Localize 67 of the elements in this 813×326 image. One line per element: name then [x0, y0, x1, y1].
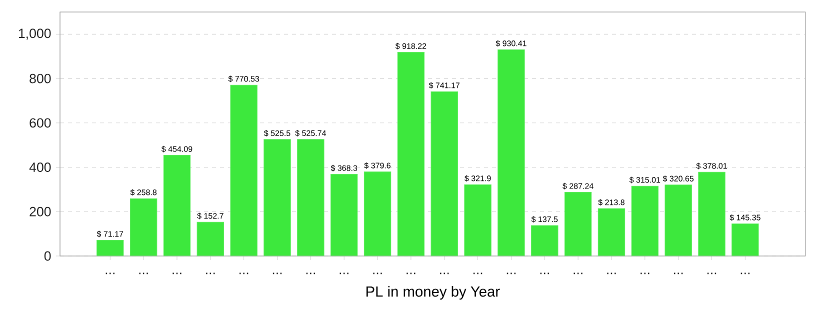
bar: [430, 91, 458, 256]
data-label: $ 321.9: [464, 175, 491, 182]
x-tick-label: ...: [707, 272, 716, 274]
x-axis-title: PL in money by Year: [366, 286, 500, 300]
x-tick-label: ...: [740, 272, 750, 274]
x-tick-label: ...: [540, 272, 549, 274]
bar: [397, 52, 425, 256]
x-tick-label: ...: [674, 272, 683, 274]
x-tick-label: ...: [239, 272, 248, 274]
y-tick-label: 1,000: [18, 28, 51, 40]
data-label: $ 378.01: [696, 162, 727, 170]
bar: [698, 172, 726, 256]
bar: [364, 172, 392, 256]
bar: [464, 184, 492, 256]
data-label: $ 320.65: [662, 175, 694, 182]
bar: [598, 208, 626, 256]
data-label: $ 930.41: [496, 40, 526, 47]
x-tick-label: ...: [106, 272, 114, 274]
bar: [631, 186, 659, 256]
bar: [531, 225, 558, 256]
data-label: $ 213.8: [598, 199, 624, 206]
data-label: $ 258.8: [130, 189, 157, 196]
data-label: $ 770.53: [228, 76, 260, 82]
data-label: $ 137.5: [531, 216, 558, 223]
data-label: $ 145.35: [730, 214, 760, 221]
x-tick-label: ...: [506, 272, 516, 274]
x-tick-label: ...: [172, 272, 182, 274]
bar: [664, 184, 692, 256]
y-tick-label: 200: [30, 206, 51, 216]
y-tick-label: 800: [30, 74, 51, 84]
bar: [564, 192, 592, 256]
x-tick-label: ...: [306, 272, 316, 274]
bar: [196, 222, 224, 256]
bar: [163, 155, 191, 256]
x-tick-label: ...: [406, 272, 416, 274]
data-label: $ 368.3: [330, 164, 358, 172]
data-label: $ 454.09: [162, 146, 192, 152]
data-label: $ 525.5: [264, 130, 290, 137]
x-tick-label: ...: [139, 272, 148, 274]
bar: [130, 198, 158, 256]
data-label: $ 741.17: [428, 82, 460, 89]
data-label: $ 315.01: [629, 176, 660, 184]
x-tick-label: ...: [373, 272, 382, 274]
y-tick-label: 600: [30, 118, 51, 128]
bar: [96, 240, 124, 256]
bar: [264, 139, 291, 256]
data-label: $ 71.17: [96, 230, 124, 238]
x-tick-label: ...: [640, 272, 650, 274]
x-tick-label: ...: [607, 272, 616, 274]
x-tick-label: ...: [340, 272, 348, 274]
bar: [230, 84, 258, 256]
data-label: $ 379.6: [364, 162, 391, 169]
data-label: $ 918.22: [395, 42, 426, 50]
x-tick-label: ...: [473, 272, 482, 274]
data-label: $ 525.74: [295, 130, 326, 136]
bar: [297, 139, 324, 256]
x-tick-label: ...: [440, 272, 449, 274]
bar: [498, 49, 525, 256]
data-label: $ 152.7: [197, 212, 224, 220]
y-tick-label: 400: [29, 162, 51, 172]
x-tick-label: ...: [206, 272, 215, 274]
x-tick-label: ...: [574, 272, 582, 274]
data-label: $ 287.24: [562, 182, 594, 190]
bar: [732, 223, 759, 256]
bar: [330, 174, 358, 256]
x-tick-label: ...: [272, 272, 282, 274]
y-tick-label: 0: [44, 251, 51, 261]
